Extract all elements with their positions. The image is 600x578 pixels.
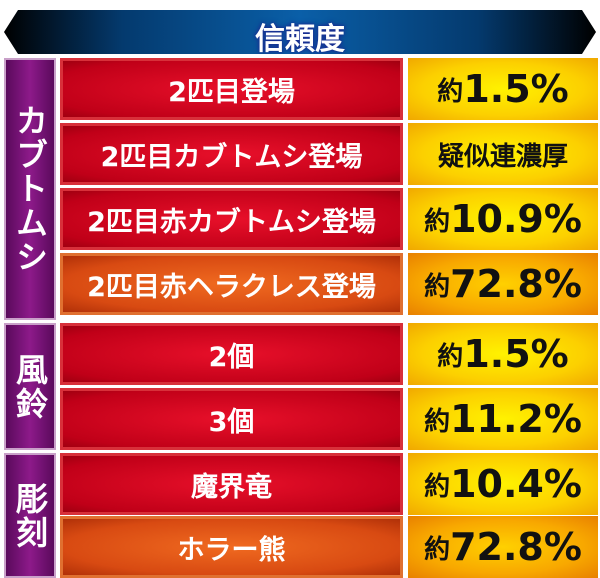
row-name: 2匹目赤ヘラクレス登場: [60, 253, 403, 315]
row-value-cell: 約 1.5%: [408, 323, 598, 385]
row-name: 2匹目赤カブトムシ登場: [60, 188, 403, 250]
value-prefix: 約: [424, 471, 451, 502]
row-value: 1.5%: [463, 67, 569, 111]
row-value-cell: 約 72.8%: [408, 516, 598, 578]
row-name: ホラー熊: [60, 516, 403, 578]
table-row: 2匹目赤カブトムシ登場 約 10.9%: [60, 188, 598, 250]
table-row: 2匹目カブトムシ登場 疑似連濃厚: [60, 123, 598, 185]
table-row: 魔界竜 約 10.4%: [60, 453, 598, 515]
group-kabutomushi: カブトムシ: [4, 58, 56, 320]
row-value-cell: 約 1.5%: [408, 58, 598, 120]
row-value-cell: 約 72.8%: [408, 253, 598, 315]
value-prefix: 約: [424, 406, 451, 437]
row-value: 疑似連濃厚: [437, 141, 568, 172]
row-name: 3個: [60, 388, 403, 450]
table-row: ホラー熊 約 72.8%: [60, 516, 598, 578]
row-value: 1.5%: [463, 332, 569, 376]
table-row: 3個 約 11.2%: [60, 388, 598, 450]
table-row: 2匹目赤ヘラクレス登場 約 72.8%: [60, 253, 598, 315]
row-name: 2匹目カブトムシ登場: [60, 123, 403, 185]
group-label: カブトムシ: [11, 104, 49, 274]
row-value-cell: 約 10.4%: [408, 453, 598, 515]
group-furin: 風鈴: [4, 323, 56, 450]
group-label: 彫刻: [11, 481, 49, 550]
value-prefix: 約: [424, 271, 451, 302]
value-prefix: 約: [424, 534, 451, 565]
row-value-cell: 約 10.9%: [408, 188, 598, 250]
row-value: 72.8%: [450, 262, 582, 306]
row-name: 2個: [60, 323, 403, 385]
row-value: 11.2%: [450, 397, 582, 441]
row-value: 10.4%: [450, 462, 582, 506]
row-value: 10.9%: [450, 197, 582, 241]
group-chokoku: 彫刻: [4, 453, 56, 578]
value-prefix: 約: [437, 76, 464, 107]
table-row: 2個 約 1.5%: [60, 323, 598, 385]
row-value-cell: 疑似連濃厚: [408, 123, 598, 185]
row-value: 72.8%: [450, 525, 582, 569]
table-title: 信頼度: [255, 22, 345, 57]
row-value-cell: 約 11.2%: [408, 388, 598, 450]
row-name: 魔界竜: [60, 453, 403, 515]
value-prefix: 約: [437, 341, 464, 372]
header-banner: 信頼度: [4, 10, 596, 54]
value-prefix: 約: [424, 206, 451, 237]
table-row: 2匹目登場 約 1.5%: [60, 58, 598, 120]
group-label: 風鈴: [11, 352, 49, 421]
row-name: 2匹目登場: [60, 58, 403, 120]
